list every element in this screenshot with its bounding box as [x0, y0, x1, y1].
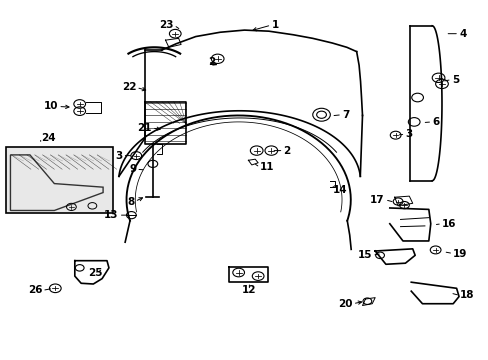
Text: 21: 21 [137, 123, 152, 133]
Text: 13: 13 [104, 210, 119, 220]
Text: 3: 3 [115, 150, 122, 161]
Text: 2: 2 [207, 57, 215, 67]
Text: 19: 19 [452, 248, 467, 258]
Text: 26: 26 [28, 285, 42, 296]
Text: 9: 9 [129, 164, 136, 174]
Text: 15: 15 [357, 250, 371, 260]
Text: 7: 7 [341, 110, 349, 120]
Text: 12: 12 [242, 285, 256, 296]
Text: 6: 6 [431, 117, 439, 127]
Text: 16: 16 [441, 219, 456, 229]
Text: 17: 17 [369, 195, 384, 205]
Text: 11: 11 [260, 162, 274, 172]
Text: 22: 22 [122, 82, 136, 93]
Text: 14: 14 [332, 185, 347, 195]
Text: 5: 5 [451, 75, 458, 85]
Text: 18: 18 [459, 291, 473, 301]
Text: 25: 25 [88, 268, 103, 278]
Bar [5, 147, 113, 213]
Text: 23: 23 [159, 20, 173, 30]
Text: 20: 20 [338, 299, 352, 309]
Text: 3: 3 [405, 129, 412, 139]
Text: 2: 2 [283, 145, 290, 156]
Text: 24: 24 [41, 133, 55, 143]
Text: 10: 10 [43, 102, 58, 112]
Text: 8: 8 [127, 197, 135, 207]
Text: 1: 1 [271, 20, 278, 30]
Text: 4: 4 [458, 29, 466, 39]
